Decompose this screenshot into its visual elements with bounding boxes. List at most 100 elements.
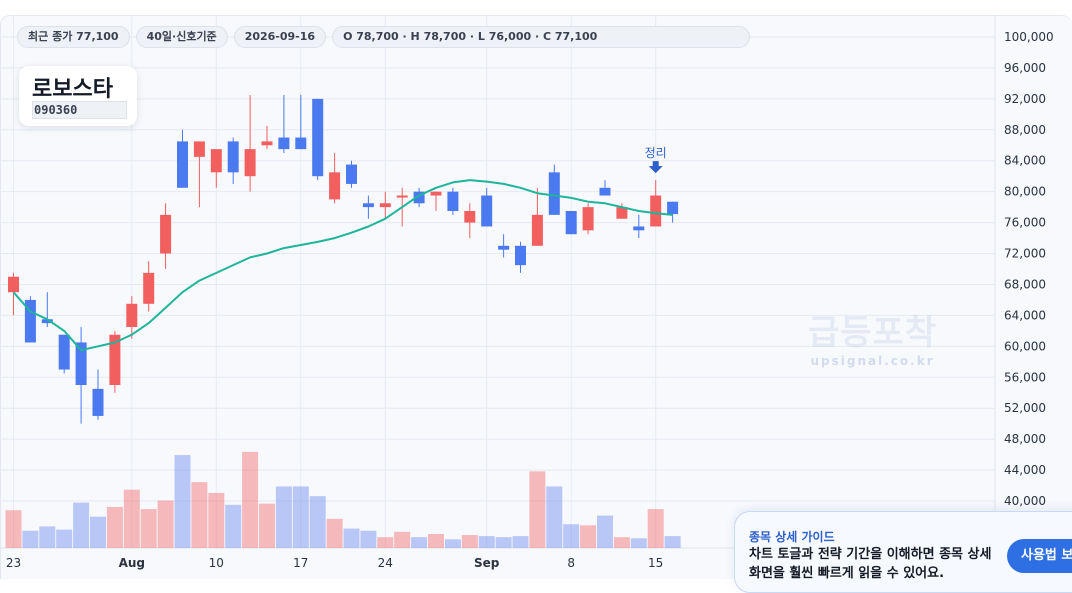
candle-body [548,172,560,215]
watermark-url: upsignal.co.kr [810,354,935,368]
period-chip[interactable]: 40일·신호기준 [135,26,228,48]
volume-bar [647,509,664,548]
volume-bar [191,482,208,548]
volume-bar [123,489,140,548]
candlestick-chart[interactable]: 40,000 44,000 48,000 52,000 56,000 60,000 64,0… [0,0,1072,579]
volume-bar [597,515,613,548]
arrow-down-icon [648,161,663,174]
y-tick-label: 56,000 [1004,370,1046,384]
volume-bar [56,529,73,548]
candle-body [515,245,526,266]
volume-bar [309,496,326,548]
candle-body [582,207,594,231]
guide-button[interactable]: 사용법 보기 [1007,539,1072,573]
volume-bar [495,537,512,548]
candle-body [531,214,543,246]
volume-bar [613,537,630,548]
candle-body [362,203,374,208]
candle-body [447,191,459,211]
volume-bar [292,486,309,548]
candle-body [210,149,222,173]
y-tick-label: 68,000 [1004,277,1046,291]
candle-body [227,141,239,173]
y-tick-label: 96,000 [1004,61,1046,75]
ma-line [12,179,673,352]
y-tick-label: 76,000 [1004,216,1046,230]
volume-bar [208,492,225,548]
volume-bar [140,509,157,548]
volume-bar [90,516,106,548]
volume-bar [512,536,529,548]
stock-name: 로보스타 [32,77,113,102]
candle-body [667,201,679,215]
volume-bar [580,525,597,548]
volume-bar [529,471,546,548]
candle-body [92,388,104,416]
x-tick-label: 23 [6,556,21,570]
volume-bar [343,528,360,548]
y-tick-label: 48,000 [1004,432,1046,446]
y-tick-label: 64,000 [1004,308,1046,322]
volume-bar [225,504,242,548]
candle-body [633,226,645,231]
stock-name-card: 로보스타 090360 [19,66,137,126]
candle-body [650,195,662,227]
volume-bar [242,451,259,548]
x-tick-label: 10 [209,556,224,570]
volume-bar [39,526,56,548]
candle-body [24,299,36,343]
volume-bar [259,503,275,548]
candle-body [379,203,391,208]
volume-bar [275,486,292,548]
candle-body [616,207,628,219]
candle-body [346,164,357,184]
candle-body [177,141,188,188]
candle-body [430,191,442,196]
y-tick-label: 92,000 [1004,92,1046,106]
candle-body [413,191,425,204]
candle-body [193,141,205,157]
volume-bar [326,518,343,548]
y-tick-label: 100,000 [1004,30,1054,44]
watermark-title: 급등포착 [808,313,938,353]
ohlc-chip: O 78,700 · H 78,700 · L 76,000 · C 77,10… [332,26,751,48]
volume-bar [394,531,411,548]
volume-bar [73,502,90,548]
volume-bar [22,530,39,548]
candle-body [261,141,273,146]
volume-bar [461,535,478,548]
volume-bar [411,537,428,548]
candle-body [75,342,87,385]
candle-body [565,211,577,235]
y-tick-label: 40,000 [1004,494,1046,508]
y-tick-label: 60,000 [1004,339,1046,353]
candle-body [329,172,341,200]
volume-bar [174,455,191,548]
volume-bar [478,536,495,548]
x-tick-label: 17 [293,556,308,570]
signal-label: 정리 [645,146,667,160]
watermark: 급등포착 upsignal.co.kr [808,305,937,368]
volume-bar [428,533,444,548]
volume-bar [444,539,461,548]
candle-body [295,137,307,150]
volume-bar [546,486,563,548]
volume-bar [106,506,123,548]
volume-bar [360,530,377,548]
y-tick-label: 88,000 [1004,123,1046,137]
candle-body [58,334,70,370]
y-tick-label: 72,000 [1004,247,1046,261]
x-tick-label: 24 [378,556,393,570]
y-tick-label: 52,000 [1004,401,1046,415]
date-chip: 2026-09-16 [233,26,327,48]
candle-body [599,187,611,196]
candle-body [143,272,155,304]
guide-text: 차트 토글과 전략 기간을 이해하면 종목 상세 화면을 훨씬 빠르게 읽을 수… [749,547,992,581]
volume-bar [630,538,647,548]
volume-bar [157,500,174,548]
candle-body [312,98,324,177]
candle-body [244,149,256,177]
x-tick-label: Aug [119,556,145,570]
candle-body [464,211,476,223]
candle-body [396,195,408,198]
